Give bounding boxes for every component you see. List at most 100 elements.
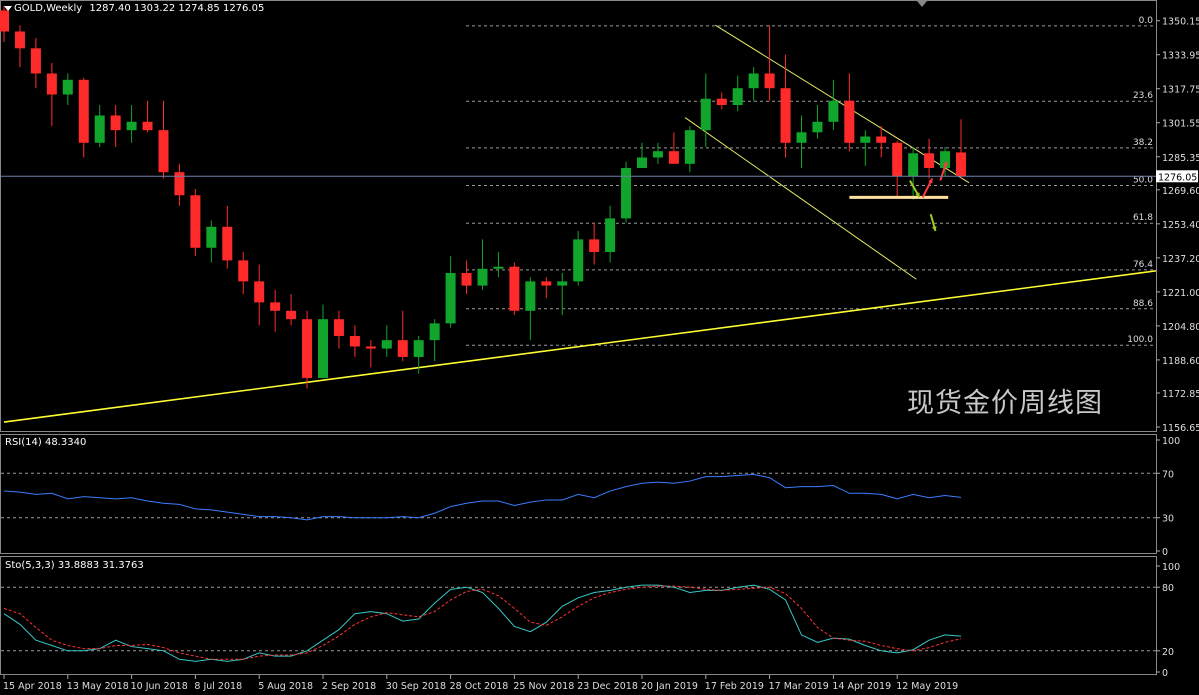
symbol-label: GOLD,Weekly 1287.40 1303.22 1274.85 1276… xyxy=(14,3,264,14)
candle-body xyxy=(254,281,265,303)
candle-body xyxy=(940,151,951,168)
candle-body xyxy=(780,88,791,143)
candle-body xyxy=(333,319,344,336)
candle-body xyxy=(684,130,695,164)
candle-body xyxy=(509,266,520,311)
time-tick-label: 17 Mar 2019 xyxy=(769,681,829,692)
time-tick-label: 30 Sep 2018 xyxy=(386,681,446,692)
fib-level-label: 61.8 xyxy=(1133,213,1153,223)
rsi-line xyxy=(3,473,962,521)
candle-body xyxy=(413,340,424,357)
rsi-indicator: 100 70 30 0 xyxy=(1,436,1180,558)
fib-level-label: 0.0 xyxy=(1139,16,1154,26)
price-tick-label: 1317.75 xyxy=(1162,85,1199,96)
time-tick-label: 25 Nov 2018 xyxy=(513,681,574,692)
price-tick-label: 1221.00 xyxy=(1162,288,1199,299)
candle-body xyxy=(174,172,185,196)
sto-signal-line xyxy=(3,585,962,660)
current-price-box xyxy=(1156,170,1198,183)
price-tick-label: 1350.15 xyxy=(1162,17,1199,28)
time-tick-label: 10 Jun 2018 xyxy=(131,681,188,692)
price-tick-label: 1204.80 xyxy=(1162,322,1199,333)
candle-body xyxy=(924,153,935,168)
price-tick-label: 1237.20 xyxy=(1162,254,1199,265)
current-price-label: 1276.05 xyxy=(1158,172,1197,183)
candle-body xyxy=(429,323,440,341)
fib-level-label: 88.6 xyxy=(1133,299,1153,309)
candle-body xyxy=(62,79,73,95)
time-tick-label: 8 Jul 2018 xyxy=(194,681,242,692)
candle-body xyxy=(349,335,360,347)
main-panel-border xyxy=(0,0,1157,432)
arrow-up-2-head xyxy=(942,161,948,167)
price-tick-label: 1172.85 xyxy=(1162,389,1199,400)
chart-menu-icon[interactable] xyxy=(4,6,12,11)
annotations xyxy=(849,161,949,232)
sto-tick-label: 80 xyxy=(1162,583,1174,594)
candle-body xyxy=(844,100,855,143)
fib-level-label: 50.0 xyxy=(1133,176,1153,186)
candle-body xyxy=(158,130,169,173)
candle-body xyxy=(956,152,966,177)
candle-body xyxy=(142,121,153,131)
candle-body xyxy=(190,195,201,248)
price-tick-label: 1253.40 xyxy=(1162,220,1199,231)
candle-body xyxy=(381,340,392,349)
candle-body xyxy=(605,218,616,252)
channel-lower-line xyxy=(684,117,917,280)
candle-body xyxy=(716,98,727,105)
candle-body xyxy=(621,167,632,219)
price-tick-label: 1285.35 xyxy=(1162,153,1199,164)
time-tick-label: 23 Dec 2018 xyxy=(577,681,638,692)
candle-body xyxy=(46,73,57,95)
candle-body xyxy=(110,115,121,131)
price-tick-label: 1156.65 xyxy=(1162,423,1199,434)
candle-body xyxy=(222,226,233,261)
time-tick-label: 12 May 2019 xyxy=(896,681,958,692)
candle-body xyxy=(477,268,488,286)
candle-body xyxy=(30,48,41,74)
candle-body xyxy=(892,142,903,177)
symbol-timeframe: GOLD,Weekly xyxy=(14,3,83,14)
candle-body xyxy=(270,302,281,311)
candle-body xyxy=(461,272,472,286)
fib-level-label: 100.0 xyxy=(1127,335,1153,345)
sto-label: Sto(5,3,3) 33.8883 31.3763 xyxy=(5,560,144,571)
candle-body xyxy=(764,73,775,89)
fibonacci-levels: 0.0 23.6 38.2 50.0 61.8 76.4 88.6 100.0 xyxy=(466,16,1156,346)
rsi-tick-label: 30 xyxy=(1162,514,1174,525)
candle-body xyxy=(78,79,89,143)
candle-body xyxy=(238,260,249,282)
time-tick-label: 15 Apr 2018 xyxy=(3,681,62,692)
price-tick-label: 1333.95 xyxy=(1162,51,1199,62)
candle-body xyxy=(94,115,105,143)
candle-body xyxy=(302,319,313,378)
candle-body xyxy=(493,266,504,269)
arrow-up-1-head xyxy=(928,178,933,184)
sto-tick-label: 0 xyxy=(1162,668,1168,679)
price-axis: 1350.15 1333.95 1317.75 1301.55 1285.35 1269.… xyxy=(1,17,1199,434)
sto-tick-label: 100 xyxy=(1162,562,1180,573)
chart-shift-icon[interactable] xyxy=(917,1,927,7)
candle-body xyxy=(397,340,408,357)
rsi-tick-label: 100 xyxy=(1162,436,1180,447)
fib-level-label: 76.4 xyxy=(1133,260,1153,270)
fib-level-label: 38.2 xyxy=(1133,138,1153,148)
candle-body xyxy=(541,281,552,286)
watermark-title: 现货金价周线图 xyxy=(907,388,1103,419)
candle-body xyxy=(14,31,25,49)
time-tick-label: 20 Jan 2019 xyxy=(641,681,698,692)
candle-body xyxy=(557,281,568,286)
candle-body xyxy=(365,346,376,349)
candle-body xyxy=(445,272,456,324)
rsi-tick-label: 70 xyxy=(1162,469,1174,480)
time-tick-label: 17 Feb 2019 xyxy=(705,681,764,692)
arrow-down-2-head xyxy=(931,226,937,231)
sto-panel-border xyxy=(0,556,1157,675)
ohlc-values: 1287.40 1303.22 1274.85 1276.05 xyxy=(89,3,265,14)
candle-body xyxy=(908,153,919,177)
candle-body xyxy=(525,281,536,311)
candle-body xyxy=(860,136,871,143)
candle-body xyxy=(748,73,759,89)
